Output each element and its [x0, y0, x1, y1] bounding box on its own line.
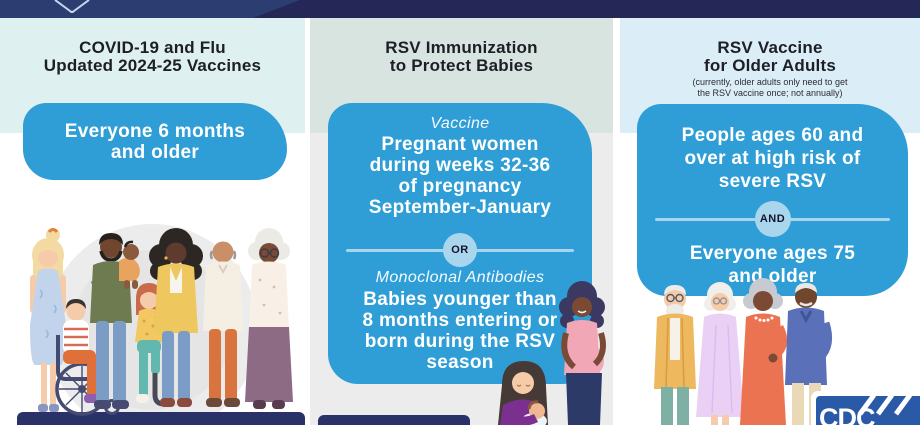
column-rsv-older-adults: RSV Vaccine for Older Adults (currently,… [620, 18, 920, 425]
vaccine-option-label: Vaccine [430, 115, 490, 132]
person-older-man-cardigan [654, 285, 696, 425]
column3-note: (currently, older adults only need to ge… [692, 77, 848, 98]
and-divider: AND [655, 201, 890, 237]
or-label: OR [451, 244, 469, 256]
column1-recommendation-box: Everyone 6 months and older [23, 103, 287, 180]
antibody-option-text: Babies younger than 8 months entering or… [362, 289, 558, 373]
person-blonde-woman [30, 228, 66, 412]
column-covid-flu: COVID-19 and Flu Updated 2024-25 Vaccine… [0, 18, 305, 425]
illustration-diverse-group [17, 224, 305, 425]
person-boy-wheelchair [55, 299, 120, 416]
column-rsv-babies: RSV Immunization to Protect Babies Vacci… [310, 18, 613, 425]
column2-title: RSV Immunization to Protect Babies [385, 38, 538, 75]
shield-logo-icon [54, 0, 90, 13]
or-badge: OR [443, 233, 477, 267]
illustration-pregnant-and-mother [318, 281, 606, 425]
cdc-logo-graphic: CDC [811, 391, 920, 425]
column1-title: COVID-19 and Flu Updated 2024-25 Vaccine… [43, 38, 262, 75]
and-badge: AND [754, 201, 791, 237]
vaccine-option-text: Pregnant women during weeks 32-36 of pre… [368, 134, 552, 218]
column3-title: RSV Vaccine for Older Adults [704, 38, 836, 75]
floor-bar [17, 412, 305, 425]
cdc-logo: CDC [810, 390, 920, 425]
person-father-holding-baby [90, 233, 140, 409]
column1-recommendation-text: Everyone 6 months and older [64, 120, 246, 163]
top-banner [0, 0, 920, 18]
person-older-woman-glasses [245, 228, 293, 409]
antibody-option-label: Monoclonal Antibodies [375, 269, 545, 286]
person-older-woman-lavender [696, 282, 744, 425]
person-curly-hair-woman [149, 228, 203, 407]
group1-text: People ages 60 and over at high risk of … [681, 125, 864, 192]
column2-options-box: Vaccine Pregnant women during weeks 32-3… [328, 103, 592, 384]
banner-accent-wedge [253, 0, 920, 18]
or-divider: OR [346, 233, 574, 267]
cdc-logo-text: CDC [819, 403, 875, 425]
person-older-bald-man [203, 241, 243, 407]
floor-bar [318, 415, 470, 425]
person-pregnant-woman [559, 281, 606, 425]
and-label: AND [759, 213, 786, 225]
person-older-woman-coral [740, 278, 788, 425]
person-mother-holding-baby [498, 361, 548, 425]
